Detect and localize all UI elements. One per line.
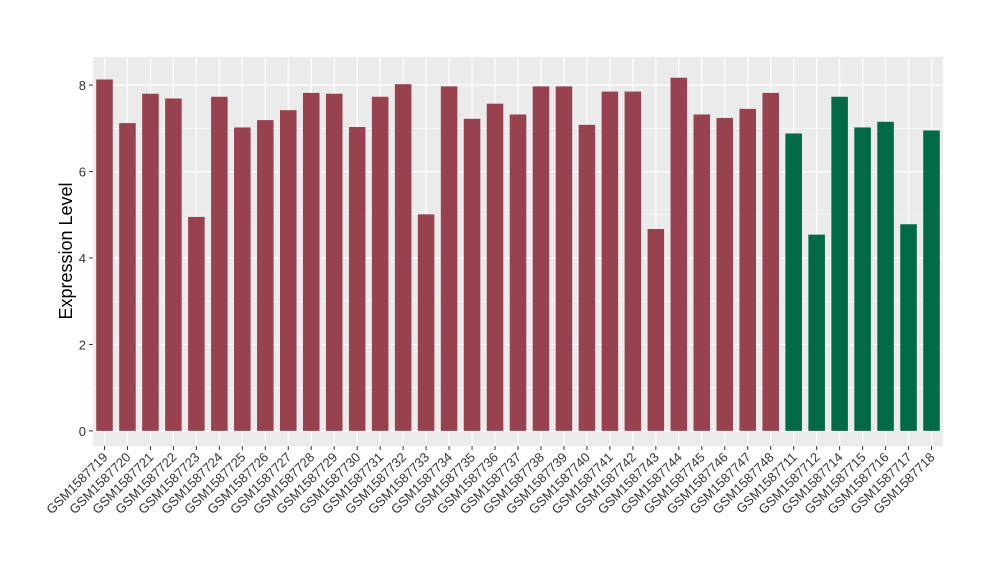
bar-GSM1587740 (578, 124, 596, 431)
bar-GSM1587715 (854, 127, 871, 431)
bar-GSM1587732 (394, 84, 412, 431)
y-axis-label: Expression Level (56, 182, 76, 319)
bar-GSM1587738 (532, 86, 550, 431)
bar-GSM1587714 (831, 96, 848, 431)
bar-GSM1587724 (211, 96, 228, 431)
bar-GSM1587718 (923, 130, 940, 431)
y-tick-label: 6 (79, 165, 86, 180)
bar-GSM1587747 (739, 108, 756, 431)
bar-GSM1587720 (119, 123, 136, 431)
bar-GSM1587722 (165, 98, 182, 431)
bar-GSM1587726 (257, 120, 274, 431)
bar-GSM1587736 (486, 103, 504, 431)
bar-GSM1587730 (348, 127, 366, 431)
bar-GSM1587716 (877, 121, 894, 431)
bar-GSM1587728 (302, 92, 320, 431)
y-tick-label: 0 (79, 424, 86, 439)
bar-GSM1587745 (693, 114, 711, 431)
bar-GSM1587744 (670, 77, 688, 431)
y-axis: 0 2 4 6 8 (79, 78, 93, 439)
bar-GSM1587743 (647, 229, 665, 431)
bar-GSM1587723 (188, 216, 205, 431)
bar-GSM1587737 (509, 114, 527, 431)
bar-GSM1587746 (716, 117, 734, 431)
bar-GSM1587733 (417, 214, 435, 431)
y-tick-label: 2 (79, 337, 86, 352)
bar-GSM1587725 (234, 127, 251, 431)
bar-GSM1587727 (280, 110, 297, 431)
bar-GSM1587742 (624, 91, 642, 431)
y-tick-label: 8 (79, 78, 86, 93)
y-tick-label: 4 (79, 251, 86, 266)
bar-GSM1587719 (96, 79, 113, 431)
x-axis: GSM1587719GSM1587720GSM1587721GSM1587722… (43, 446, 938, 517)
bar-GSM1587717 (900, 224, 917, 431)
bar-GSM1587712 (808, 234, 825, 431)
bar-GSM1587711 (785, 133, 802, 431)
bars (96, 77, 940, 431)
bar-GSM1587721 (142, 93, 159, 431)
bar-GSM1587734 (440, 86, 458, 431)
bar-GSM1587739 (555, 86, 573, 431)
bar-GSM1587735 (463, 118, 481, 431)
bar-GSM1587731 (371, 96, 389, 431)
bar-GSM1587748 (762, 92, 779, 431)
bar-GSM1587741 (601, 91, 619, 431)
bar-GSM1587729 (325, 93, 343, 431)
